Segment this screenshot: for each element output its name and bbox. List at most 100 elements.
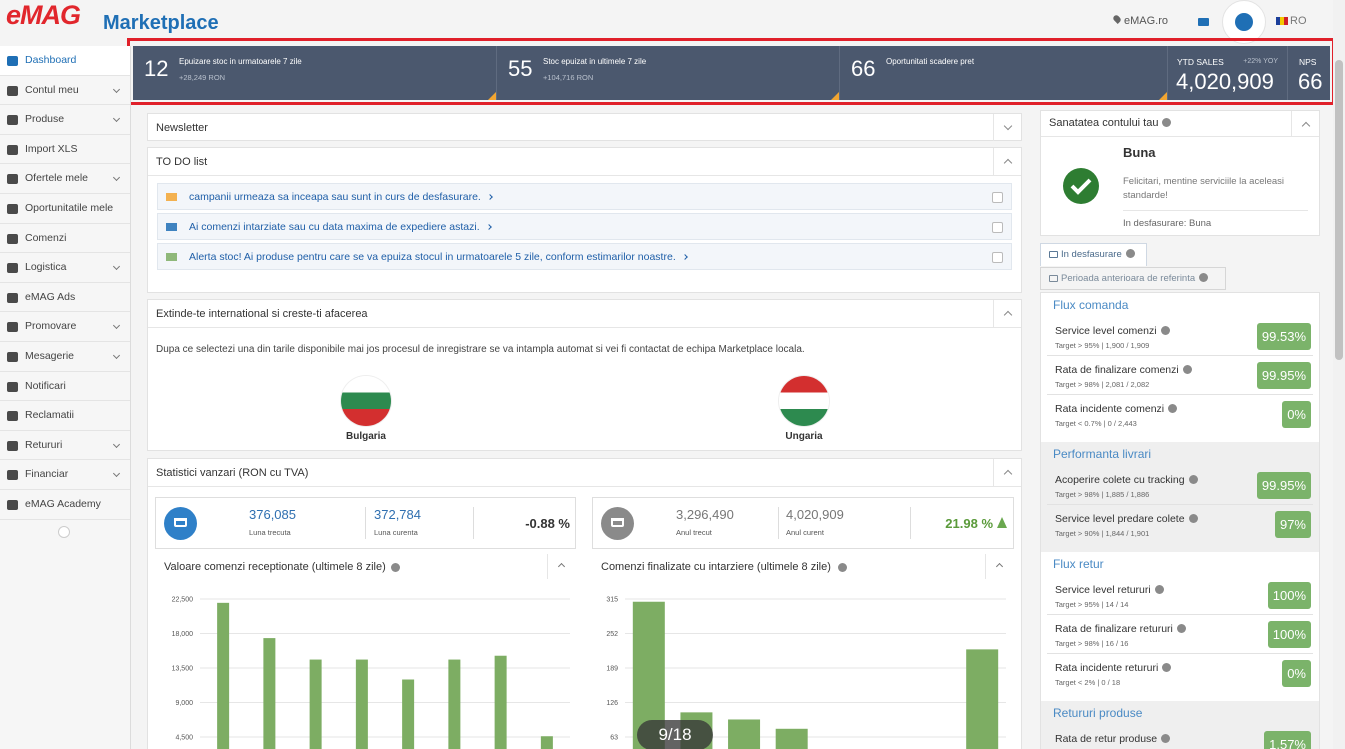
metric-target: Target > 98% | 1,885 / 1,886 xyxy=(1055,490,1150,499)
nav-label: Dashboard xyxy=(25,54,77,66)
kpi-value: 66 xyxy=(1298,69,1323,94)
checkbox[interactable] xyxy=(992,252,1003,263)
help-icon[interactable] xyxy=(1176,624,1186,633)
international-text: Dupa ce selectezi una din tarile disponi… xyxy=(156,344,805,355)
help-icon[interactable] xyxy=(1182,365,1192,374)
chevron xyxy=(112,440,121,448)
nav-icon xyxy=(7,85,18,96)
help-icon[interactable] xyxy=(1161,734,1171,743)
logo-product[interactable]: Marketplace xyxy=(103,12,219,34)
video-icon[interactable] xyxy=(1198,18,1209,26)
chevron xyxy=(1003,158,1013,168)
y-tick-label: 252 xyxy=(606,631,618,638)
divider xyxy=(473,507,474,539)
nav-item[interactable]: Produse xyxy=(0,105,130,135)
scrollbar-thumb[interactable] xyxy=(1335,60,1343,360)
metric-label: Rata de finalizare retururi xyxy=(1055,623,1186,635)
metric-target: Target > 95% | 1,900 / 1,909 xyxy=(1055,341,1150,350)
nav-item[interactable]: Financiar xyxy=(0,460,130,490)
nav-item[interactable]: Retururi xyxy=(0,431,130,461)
help-icon[interactable] xyxy=(1162,118,1172,127)
tab[interactable]: Perioada anterioara de referinta xyxy=(1040,267,1226,290)
checkbox[interactable] xyxy=(992,222,1003,233)
checkbox[interactable] xyxy=(992,192,1003,203)
collapse-button[interactable] xyxy=(993,148,1021,175)
stat-caption: Anul curent xyxy=(786,528,824,537)
kpi-item[interactable]: 55 Stoc epuizat in ultimele 7 zile +104,71… xyxy=(497,46,840,100)
y-tick-label: 4,500 xyxy=(175,735,193,742)
country-label[interactable]: Ungaria xyxy=(785,431,823,442)
help-icon[interactable] xyxy=(1162,663,1172,672)
todo-icon xyxy=(166,193,177,201)
help-icon[interactable] xyxy=(838,563,847,572)
nav-item[interactable]: Ofertele mele xyxy=(0,164,130,194)
collapse-button[interactable] xyxy=(547,554,576,579)
metric-badge: 97% xyxy=(1274,511,1311,538)
help-icon[interactable] xyxy=(1154,585,1164,594)
nav-item[interactable]: Reclamatii xyxy=(0,401,130,431)
metric-badge: 0% xyxy=(1282,401,1311,428)
nav-item[interactable]: Comenzi xyxy=(0,224,130,254)
help-icon[interactable] xyxy=(1188,514,1198,523)
kpi-label: Epuizare stoc in urmatoarele 7 zile xyxy=(179,57,302,66)
kpi-item[interactable]: 66 Oportunitati scadere pret xyxy=(840,46,1168,100)
chart-title: Valoare comenzi receptionate (ultimele 8… xyxy=(164,561,386,573)
nav-item[interactable]: Notificari xyxy=(0,372,130,402)
flag-hungary[interactable] xyxy=(779,376,829,426)
kpi-corner xyxy=(1159,92,1167,100)
help-button[interactable] xyxy=(1222,0,1266,44)
tab-active[interactable]: In desfasurare xyxy=(1040,243,1147,266)
todo-item[interactable]: Alerta stoc! Ai produse pentru care se v… xyxy=(157,243,1012,270)
country-label[interactable]: Bulgaria xyxy=(345,431,386,442)
scrollbar[interactable] xyxy=(1333,0,1345,749)
metric-label: Service level comenzi xyxy=(1055,325,1170,337)
collapse-button[interactable] xyxy=(993,459,1021,486)
todo-item[interactable]: Ai comenzi intarziate sau cu data maxima… xyxy=(157,213,1012,240)
health-message: Felicitari, mentine serviciile la acelea… xyxy=(1123,176,1285,201)
language-selector[interactable]: RO xyxy=(1290,15,1307,27)
nav-item[interactable]: Logistica xyxy=(0,253,130,283)
nav-label: Contul meu xyxy=(25,83,79,96)
stat-value: 4,020,909 xyxy=(786,507,844,522)
section-title: Performanta livrari xyxy=(1053,447,1152,461)
help-icon[interactable] xyxy=(1160,326,1170,335)
nav-item[interactable]: Contul meu xyxy=(0,76,130,106)
divider xyxy=(1123,210,1308,211)
nav-item[interactable]: Dashboard xyxy=(0,46,130,76)
collapse-sidebar[interactable] xyxy=(58,525,70,538)
nav-icon xyxy=(7,352,18,362)
kpi-value: 12 xyxy=(144,56,169,81)
chevron xyxy=(1301,121,1311,131)
help-icon[interactable] xyxy=(391,563,400,572)
metric-section: Retururi produse Rata de retur produseTar… xyxy=(1041,701,1319,749)
collapse-button[interactable] xyxy=(985,554,1014,579)
logo-brand[interactable]: eMAG xyxy=(6,0,81,30)
nav-item[interactable]: Promovare xyxy=(0,312,130,342)
nav-item[interactable]: eMAG Ads xyxy=(0,283,130,313)
help-icon[interactable] xyxy=(1188,475,1198,484)
todo-item[interactable]: campanii urmeaza sa inceapa sau sunt in … xyxy=(157,183,1012,210)
nav-label: Retururi xyxy=(25,438,63,451)
nav-label: Reclamatii xyxy=(25,409,75,422)
metric-target: Target > 98% | 16 / 16 xyxy=(1055,639,1129,648)
nav-item[interactable]: Mesagerie xyxy=(0,342,130,372)
kpi-nps[interactable]: NPS 66 xyxy=(1288,46,1330,100)
help-icon[interactable] xyxy=(1168,404,1178,413)
panel-header: TO DO list xyxy=(148,148,1021,176)
pager: 9/18 xyxy=(637,720,713,749)
chart: 4,500 9,000 13,500 18,000 22,500 xyxy=(172,597,570,749)
flag-bulgaria[interactable] xyxy=(341,376,391,426)
nav-item[interactable]: eMAG Academy xyxy=(0,490,130,520)
nav-item[interactable]: Oportunitatile mele xyxy=(0,194,130,224)
nav-icon xyxy=(7,440,18,451)
metric-target: Target > 90% | 1,844 / 1,901 xyxy=(1055,529,1150,538)
collapse-button[interactable] xyxy=(1291,111,1319,136)
y-tick-label: 63 xyxy=(610,735,618,742)
collapse-button[interactable] xyxy=(993,300,1021,327)
kpi-item[interactable]: 12 Epuizare stoc in urmatoarele 7 zile +28… xyxy=(133,46,497,100)
expand-button[interactable] xyxy=(993,114,1021,141)
site-selector[interactable]: eMAG.ro xyxy=(1124,15,1169,27)
kpi-ytd[interactable]: YTD SALES +22% YOY 4,020,909 xyxy=(1168,46,1288,100)
nav-item[interactable]: Import XLS xyxy=(0,135,130,165)
